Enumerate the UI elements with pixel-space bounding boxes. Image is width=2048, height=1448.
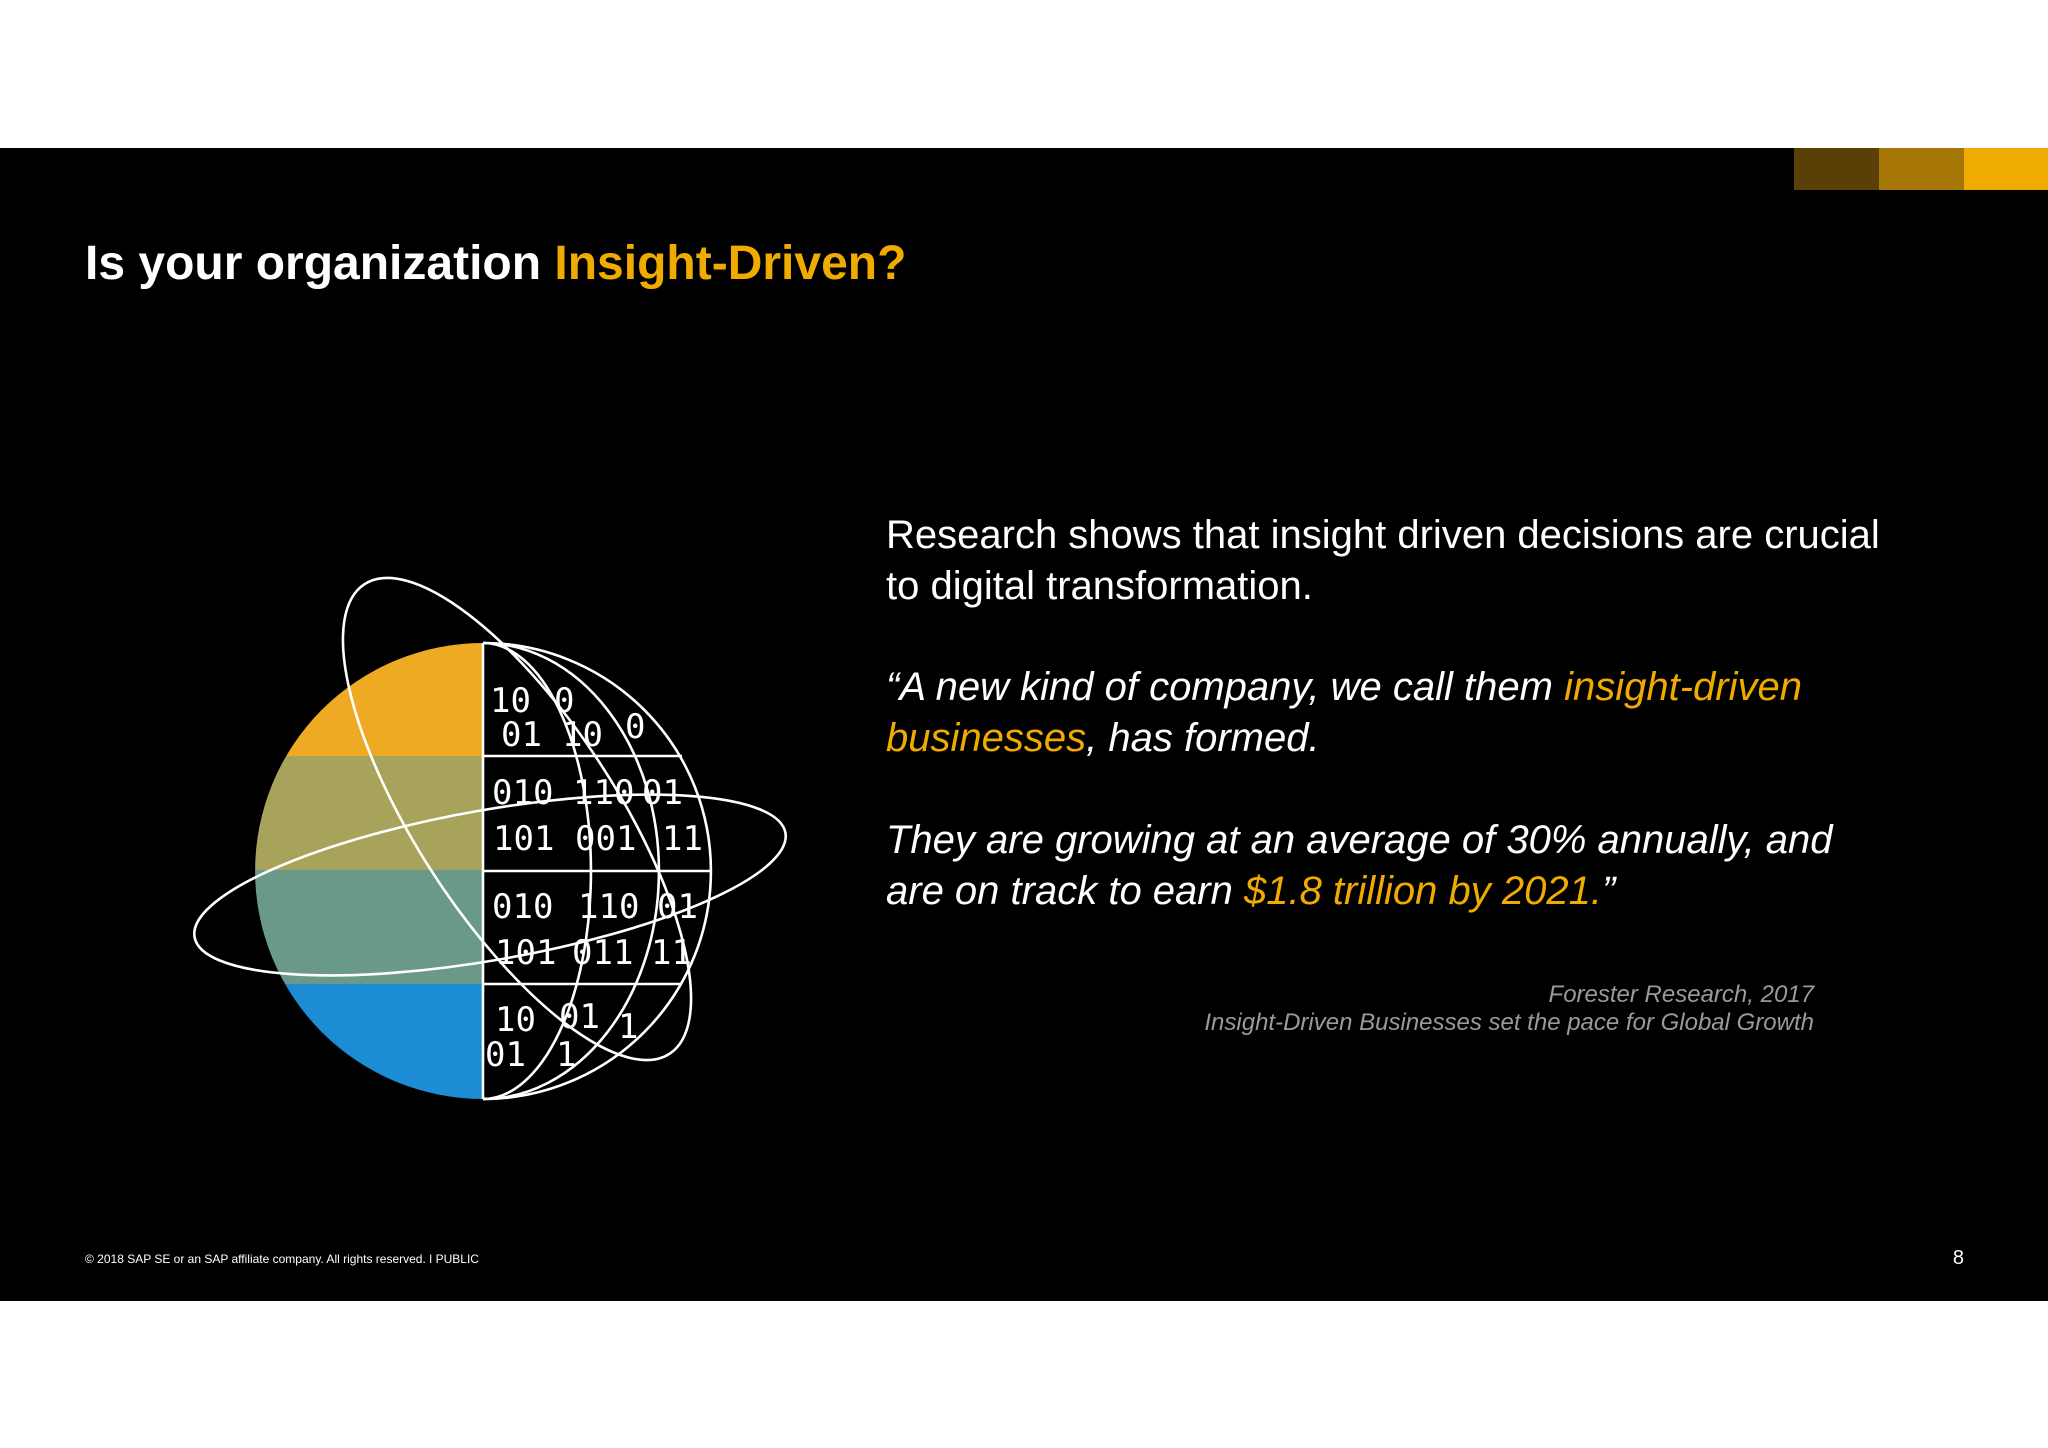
accent-bar-light (1964, 148, 2048, 190)
binary-digit: 01 (642, 773, 683, 813)
binary-digit: 1 (618, 1007, 638, 1047)
binary-digit: 11 (651, 933, 692, 973)
binary-digit: 0 (554, 681, 574, 721)
binary-digit: 01 (485, 1035, 526, 1075)
quote2-part-c: ” (1601, 869, 1616, 913)
title-highlight: Insight-Driven? (554, 237, 907, 290)
binary-digit: 01 (657, 887, 698, 927)
binary-digit: 10 (495, 1000, 536, 1040)
slide: Is your organization Insight-Driven? (0, 148, 2048, 1301)
quote2-highlight: $1.8 trillion by 2021. (1243, 869, 1602, 913)
globe-binary-digits: 10 0 01 10 0 010 110 01 101 001 11 010 1… (485, 681, 703, 1075)
research-statement: Research shows that insight driven decis… (886, 513, 1880, 608)
quote2-part-a: They are growing at an average of 30% an… (886, 818, 1833, 913)
binary-digit: 011 (572, 933, 633, 973)
globe-grid (192, 576, 788, 1101)
binary-digit: 1 (556, 1035, 576, 1075)
binary-digit: 10 (490, 681, 531, 721)
binary-digit: 01 (559, 997, 600, 1037)
quote1-part-c: , has formed. (1086, 716, 1320, 760)
binary-digit: 001 (575, 819, 636, 859)
quote-paragraph-1: “A new kind of company, we call them ins… (886, 662, 1886, 764)
quote1-highlight: insight-driven businesses (886, 665, 1802, 760)
globe-color-bands (255, 643, 484, 1099)
quote1-part-a: “A new kind of company, we call them (886, 665, 1565, 709)
binary-digit: 0 (625, 707, 645, 747)
slide-title: Is your organization Insight-Driven? (85, 236, 906, 291)
source-title: Insight-Driven Businesses set the pace f… (1204, 1009, 1814, 1036)
data-globe-icon: 10 0 01 10 0 010 110 01 101 001 11 010 1… (170, 438, 810, 1118)
accent-bar-dark (1794, 148, 1879, 190)
binary-digit: 11 (662, 819, 703, 859)
copyright-footer: © 2018 SAP SE or an SAP affiliate compan… (85, 1252, 479, 1266)
accent-bar-medium (1879, 148, 1964, 190)
binary-digit: 010 (492, 887, 553, 927)
binary-digit: 110 (573, 773, 634, 813)
page-number: 8 (1952, 1247, 1964, 1269)
binary-digit: 101 (493, 819, 554, 859)
binary-digit: 01 (501, 715, 542, 755)
binary-digit: 101 (495, 933, 556, 973)
source-citation: Forester Research, 2017 (1548, 981, 1814, 1008)
binary-digit: 110 (578, 887, 639, 927)
binary-digit: 010 (492, 773, 553, 813)
title-prefix: Is your organization (85, 237, 555, 290)
quote-paragraph-2: They are growing at an average of 30% an… (886, 815, 1886, 917)
binary-digit: 10 (562, 715, 603, 755)
